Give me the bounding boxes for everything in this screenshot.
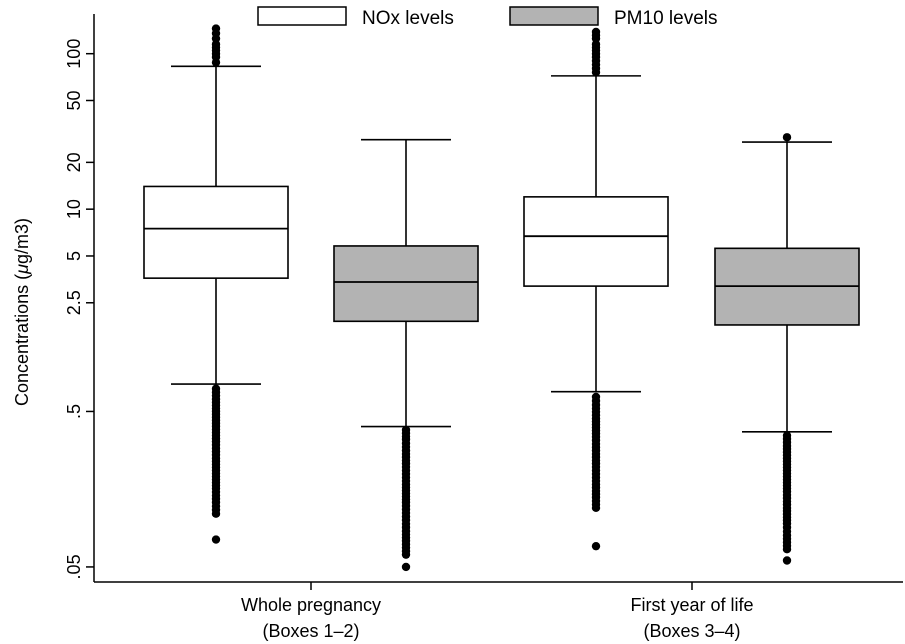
outlier-point-low xyxy=(401,550,411,559)
outlier-point-low xyxy=(401,562,411,572)
y-ticks: .05 .5 2.5 5 10 20 50 100 xyxy=(64,39,94,579)
iqr-box xyxy=(523,196,669,287)
outlier-point-high xyxy=(782,133,792,142)
x-category-label: Whole pregnancy xyxy=(241,595,381,615)
boxes xyxy=(143,24,860,572)
box-4 xyxy=(714,133,860,565)
y-tick-label: 100 xyxy=(64,39,84,69)
y-axis-title-suffix: g/m3) xyxy=(12,218,32,264)
x-ticks: Whole pregnancy (Boxes 1–2) First year of … xyxy=(241,582,754,641)
box-2 xyxy=(333,138,479,572)
outlier-point-low xyxy=(591,503,601,513)
outlier-point-low xyxy=(211,509,221,518)
x-category-label: First year of life xyxy=(630,595,753,615)
y-tick-label: 50 xyxy=(64,90,84,110)
legend-swatch-pm10 xyxy=(509,6,599,26)
x-category-sublabel: (Boxes 1–2) xyxy=(262,621,359,641)
iqr-box xyxy=(143,185,289,279)
y-tick-label: .05 xyxy=(64,554,84,579)
legend: NOx levels PM10 levels xyxy=(257,6,718,29)
box-3 xyxy=(523,27,669,551)
x-category-sublabel: (Boxes 3–4) xyxy=(643,621,740,641)
legend-label-pm10: PM10 levels xyxy=(614,8,718,29)
y-tick-label: 5 xyxy=(64,251,84,261)
y-tick-label: 2.5 xyxy=(64,290,84,315)
box-1 xyxy=(143,24,289,544)
outlier-point-low xyxy=(211,535,221,544)
outlier-point-low xyxy=(782,556,792,565)
legend-label-nox: NOx levels xyxy=(362,8,454,29)
outlier-point-high xyxy=(211,24,221,33)
outlier-point-low xyxy=(782,545,792,554)
y-axis-title-mu: μ xyxy=(12,264,32,275)
outlier-point-low xyxy=(591,541,601,551)
iqr-box xyxy=(333,245,479,323)
y-axis-title: Concentrations (μg/m3) xyxy=(12,218,32,406)
y-tick-label: 10 xyxy=(64,199,84,219)
y-tick-label: 20 xyxy=(64,152,84,172)
y-tick-label: .5 xyxy=(64,404,84,419)
y-axis-title-prefix: Concentrations ( xyxy=(12,274,32,406)
legend-swatch-nox xyxy=(257,6,347,26)
outlier-point-high xyxy=(591,27,601,37)
